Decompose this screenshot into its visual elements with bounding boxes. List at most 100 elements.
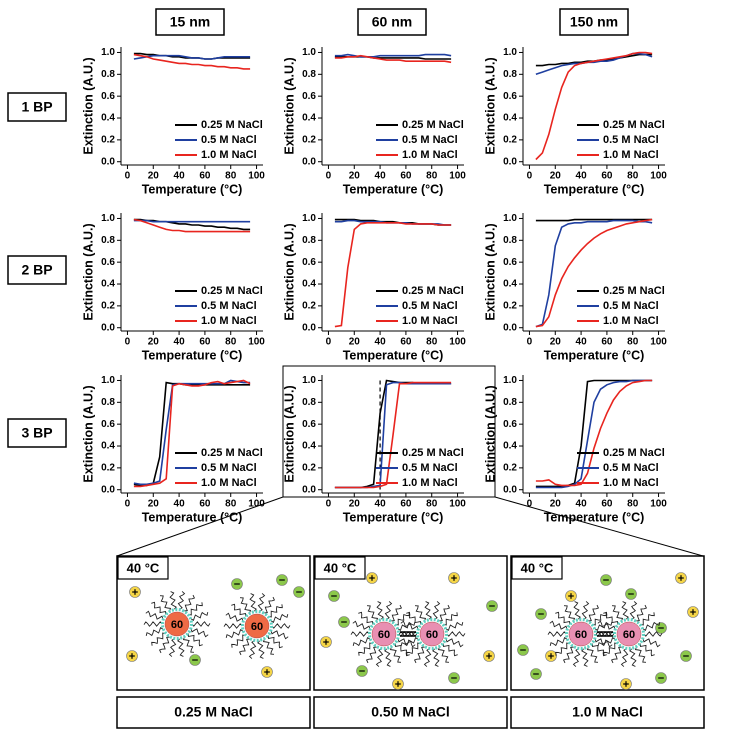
legend-label: 0.25 M NaCl bbox=[201, 285, 263, 297]
x-tick-label: 60 bbox=[199, 499, 211, 510]
temperature-label: 40 °C bbox=[521, 560, 554, 575]
y-axis-label: Extinction (A.U.) bbox=[81, 385, 95, 482]
ligand bbox=[168, 638, 177, 657]
y-tick-label: 0.6 bbox=[302, 91, 316, 102]
x-tick-label: 20 bbox=[550, 171, 562, 182]
ligand bbox=[414, 605, 427, 622]
x-tick-label: 80 bbox=[426, 499, 438, 510]
x-tick-label: 80 bbox=[225, 171, 237, 182]
ligand bbox=[597, 637, 616, 647]
data-line bbox=[133, 53, 251, 70]
ligand bbox=[375, 648, 384, 667]
schematic-panel: 40 °C 60 60 0.50 M NaCl bbox=[313, 555, 508, 729]
y-tick-label: 0.8 bbox=[503, 235, 517, 246]
x-axis-label: Temperature (°C) bbox=[544, 348, 645, 362]
y-tick-label: 1.0 bbox=[101, 47, 115, 58]
y-tick-label: 0.4 bbox=[302, 113, 316, 124]
ligand bbox=[190, 628, 209, 638]
ligand bbox=[611, 605, 624, 622]
x-tick-label: 0 bbox=[125, 171, 131, 182]
caption-box bbox=[313, 696, 508, 729]
y-tick-label: 0.4 bbox=[302, 441, 316, 452]
ligand bbox=[400, 620, 419, 630]
ligand bbox=[384, 601, 393, 620]
ligand bbox=[238, 638, 250, 656]
ligand bbox=[182, 636, 195, 653]
ligand bbox=[443, 612, 458, 626]
y-axis-label: Extinction (A.U.) bbox=[282, 223, 296, 320]
y-tick-label: 1.0 bbox=[101, 375, 115, 386]
data-line bbox=[535, 51, 653, 161]
ligand bbox=[177, 638, 185, 657]
ligand bbox=[145, 610, 164, 620]
legend-label: 0.5 M NaCl bbox=[402, 134, 458, 146]
ligand bbox=[629, 601, 638, 620]
x-tick-label: 100 bbox=[248, 171, 265, 182]
row-header: 1 BP bbox=[21, 99, 52, 115]
x-tick-label: 0 bbox=[326, 499, 332, 510]
particle-label: 60 bbox=[575, 629, 587, 641]
column-header-box bbox=[559, 8, 629, 36]
ligand bbox=[268, 604, 283, 618]
panel-caption: 0.50 M NaCl bbox=[371, 704, 450, 720]
x-tick-label: 0 bbox=[527, 171, 533, 182]
legend-label: 0.5 M NaCl bbox=[603, 462, 659, 474]
y-axis-label: Extinction (A.U.) bbox=[483, 57, 497, 154]
particle-label: 60 bbox=[251, 621, 263, 633]
legend-label: 1.0 M NaCl bbox=[402, 149, 458, 161]
data-line bbox=[535, 379, 653, 487]
ligand bbox=[151, 632, 166, 646]
ligand bbox=[642, 621, 661, 631]
legend-label: 0.5 M NaCl bbox=[201, 300, 257, 312]
legend-label: 1.0 M NaCl bbox=[402, 477, 458, 489]
y-tick-label: 1.0 bbox=[302, 375, 316, 386]
temperature-label: 40 °C bbox=[127, 560, 160, 575]
ligand bbox=[581, 601, 590, 620]
x-tick-label: 20 bbox=[148, 337, 160, 348]
x-tick-label: 40 bbox=[576, 171, 588, 182]
particle-label: 60 bbox=[378, 629, 390, 641]
ligand bbox=[572, 648, 581, 667]
ligand bbox=[158, 636, 170, 654]
y-axis-label: Extinction (A.U.) bbox=[483, 223, 497, 320]
ligand bbox=[151, 601, 166, 615]
x-tick-label: 40 bbox=[576, 337, 588, 348]
x-tick-label: 20 bbox=[550, 499, 562, 510]
ligand bbox=[445, 621, 464, 631]
y-tick-label: 0.6 bbox=[101, 257, 115, 268]
ligand bbox=[549, 637, 568, 647]
ligand bbox=[446, 631, 466, 637]
zoom-line bbox=[494, 496, 704, 557]
x-tick-label: 100 bbox=[650, 171, 667, 182]
temperature-box bbox=[314, 556, 366, 580]
ligand bbox=[573, 601, 581, 620]
temperature-box bbox=[511, 556, 563, 580]
y-tick-label: 0.6 bbox=[302, 257, 316, 268]
particle bbox=[244, 613, 270, 639]
caption-box bbox=[510, 696, 705, 729]
row-header-box bbox=[7, 418, 67, 448]
y-tick-label: 1.0 bbox=[302, 213, 316, 224]
y-tick-label: 0.4 bbox=[101, 279, 115, 290]
legend-label: 0.5 M NaCl bbox=[603, 134, 659, 146]
data-line bbox=[334, 54, 452, 64]
x-axis-label: Temperature (°C) bbox=[343, 348, 444, 362]
ligand bbox=[594, 621, 613, 631]
particle-shell bbox=[241, 610, 273, 642]
y-tick-label: 0.8 bbox=[101, 69, 115, 80]
x-tick-label: 0 bbox=[125, 337, 131, 348]
ligand bbox=[563, 605, 576, 622]
row-header-box bbox=[7, 255, 67, 285]
ligand bbox=[358, 611, 373, 625]
x-tick-label: 60 bbox=[400, 171, 412, 182]
y-tick-label: 0.8 bbox=[101, 235, 115, 246]
x-tick-label: 40 bbox=[174, 171, 186, 182]
x-tick-label: 20 bbox=[349, 171, 361, 182]
legend-label: 0.25 M NaCl bbox=[603, 119, 665, 131]
y-tick-label: 0.0 bbox=[101, 484, 115, 495]
data-line bbox=[133, 379, 251, 486]
x-tick-label: 20 bbox=[550, 337, 562, 348]
ligand bbox=[225, 612, 244, 622]
ligand bbox=[588, 604, 600, 622]
